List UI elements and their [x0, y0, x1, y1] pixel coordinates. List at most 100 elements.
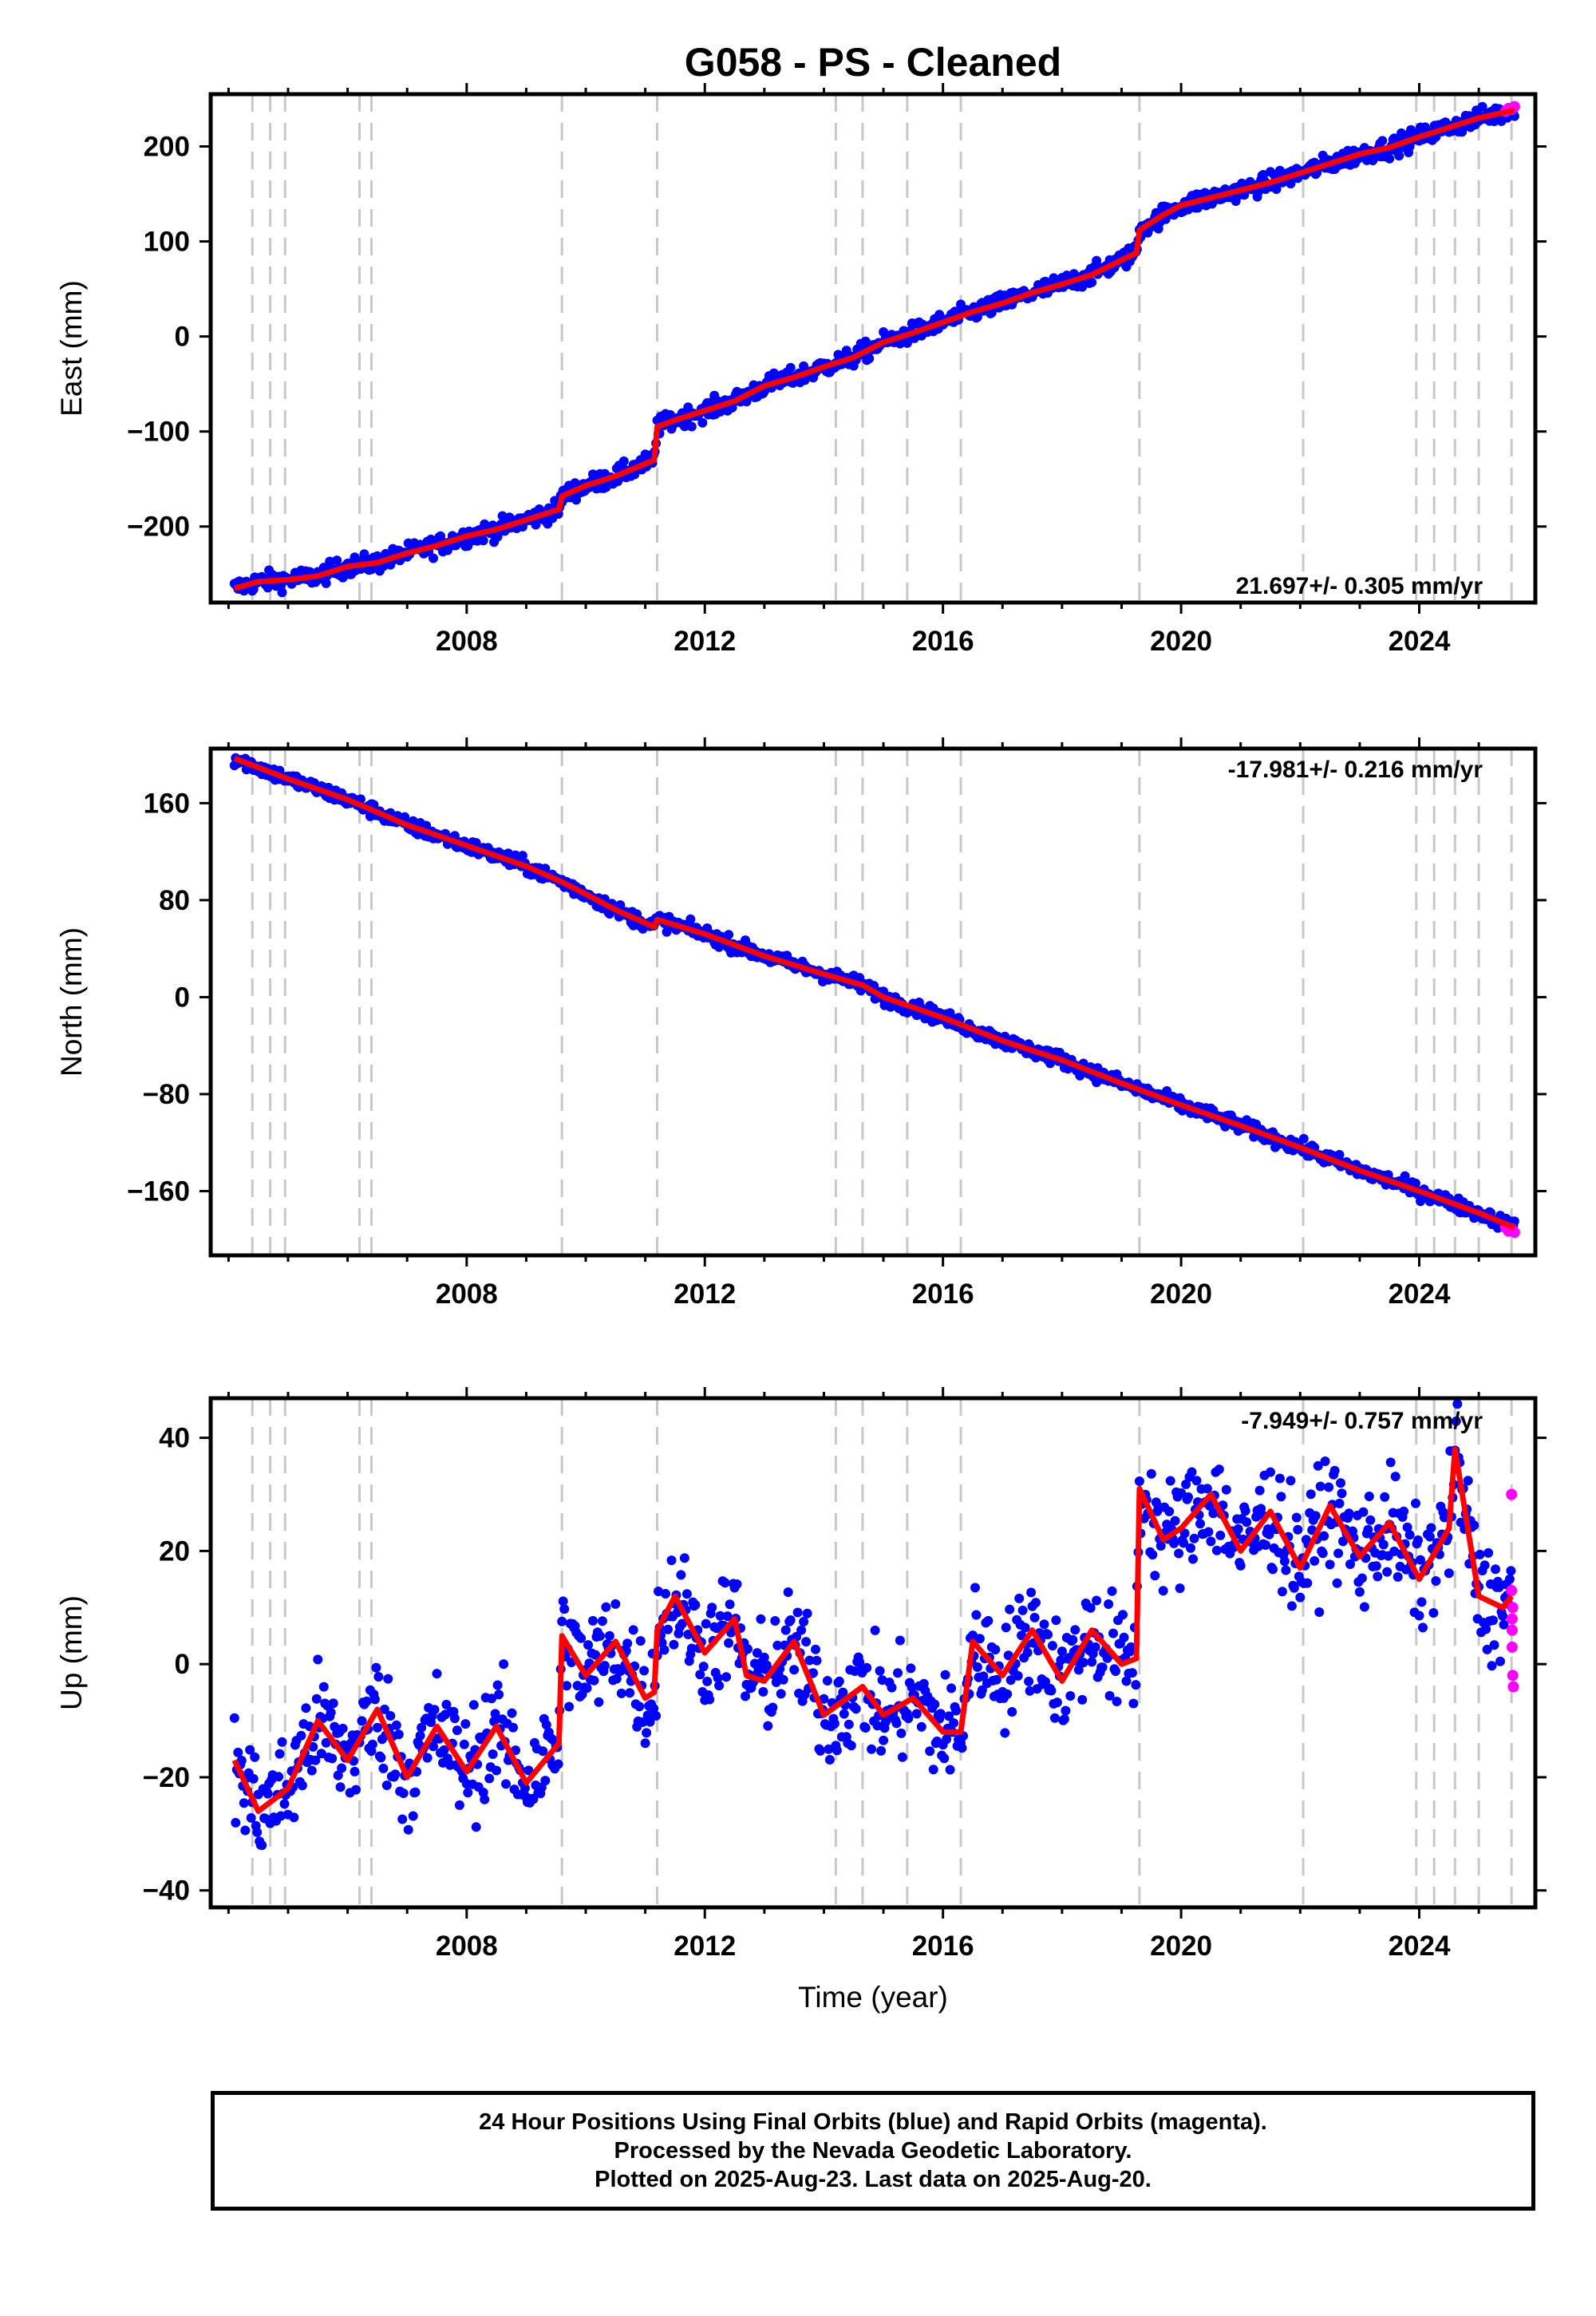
- up-data-point: [1052, 1697, 1062, 1708]
- up-data-point: [351, 1784, 361, 1795]
- up-data-point: [801, 1637, 812, 1647]
- east-data-point: [1271, 184, 1282, 194]
- up-data-point: [635, 1636, 646, 1646]
- up-data-point: [1221, 1484, 1231, 1495]
- up-data-point: [1373, 1571, 1383, 1582]
- up-data-point: [1233, 1524, 1243, 1534]
- up-data-point: [1087, 1657, 1097, 1667]
- up-data-point: [1483, 1547, 1494, 1558]
- up-data-point: [1077, 1694, 1088, 1705]
- up-data-point: [942, 1734, 952, 1745]
- up-data-point: [1176, 1488, 1187, 1498]
- up-data-point: [1164, 1506, 1175, 1516]
- up-data-point: [391, 1720, 401, 1730]
- up-data-point: [1324, 1482, 1334, 1492]
- up-data-point: [383, 1674, 393, 1684]
- up-data-point: [940, 1670, 950, 1680]
- footer-line-2: Processed by the Nevada Geodetic Laborat…: [614, 2137, 1132, 2164]
- up-data-point: [484, 1773, 495, 1784]
- up-data-point: [1059, 1714, 1069, 1725]
- up-data-point: [1286, 1601, 1297, 1611]
- north-data-point: [1411, 1178, 1420, 1188]
- up-data-point: [916, 1721, 926, 1732]
- up-data-point: [707, 1603, 717, 1613]
- up-data-point: [970, 1583, 980, 1593]
- up-data-point: [1150, 1571, 1160, 1581]
- up-data-point: [1489, 1640, 1499, 1650]
- up-rapid-orbit-point: [1506, 1613, 1518, 1625]
- up-data-point: [1261, 1540, 1270, 1550]
- up-data-point: [1266, 1467, 1275, 1477]
- up-data-point: [816, 1745, 825, 1756]
- up-data-point: [415, 1730, 425, 1741]
- up-data-point: [1189, 1533, 1199, 1543]
- up-data-point: [1020, 1622, 1030, 1633]
- up-data-point: [488, 1749, 498, 1759]
- up-data-point: [468, 1700, 479, 1710]
- up-data-point: [379, 1704, 389, 1714]
- x-axis-label: Time (year): [798, 1981, 948, 2014]
- up-data-point: [1118, 1610, 1128, 1620]
- up-data-point: [1061, 1705, 1071, 1716]
- up-data-point: [1274, 1473, 1285, 1484]
- up-data-point: [1320, 1456, 1330, 1466]
- up-data-point: [1134, 1476, 1144, 1486]
- up-data-point: [310, 1755, 321, 1765]
- up-data-point: [1068, 1634, 1078, 1645]
- up-data-point: [1049, 1713, 1060, 1723]
- up-data-point: [628, 1625, 638, 1635]
- up-data-point: [804, 1655, 815, 1666]
- up-data-point: [1380, 1492, 1390, 1502]
- up-data-point: [1181, 1479, 1191, 1489]
- up-data-point: [642, 1728, 652, 1738]
- up-data-point: [350, 1766, 360, 1777]
- north-y-tick-label: 80: [159, 885, 190, 916]
- east-y-tick-label: 100: [144, 227, 190, 258]
- up-data-point: [1276, 1492, 1286, 1502]
- up-data-point: [369, 1694, 380, 1705]
- up-data-point: [862, 1662, 872, 1673]
- up-data-point: [508, 1722, 518, 1733]
- up-x-tick-label: 2012: [674, 1931, 736, 1962]
- up-data-point: [263, 1788, 273, 1799]
- east-y-tick-label: 200: [144, 131, 190, 162]
- up-y-tick-label: 0: [175, 1649, 190, 1680]
- up-data-point: [1452, 1399, 1463, 1409]
- up-data-point: [638, 1717, 648, 1727]
- up-data-point: [245, 1745, 255, 1755]
- up-data-point: [1235, 1560, 1246, 1571]
- up-data-point: [957, 1743, 967, 1753]
- up-final-orbit-points: [229, 1399, 1516, 1851]
- footer-line-3: Plotted on 2025-Aug-23. Last data on 202…: [595, 2167, 1152, 2193]
- up-data-point: [893, 1668, 903, 1678]
- up-data-point: [1014, 1593, 1025, 1603]
- up-data-point: [519, 1783, 530, 1793]
- up-data-point: [758, 1686, 768, 1697]
- up-data-point: [1128, 1698, 1139, 1709]
- up-data-point: [1418, 1622, 1428, 1633]
- east-y-tick-label: 0: [175, 322, 190, 353]
- up-data-point: [296, 1730, 306, 1741]
- up-data-point: [822, 1676, 832, 1686]
- north-x-tick-label: 2012: [674, 1279, 736, 1310]
- up-data-point: [250, 1752, 260, 1762]
- up-data-point: [772, 1640, 783, 1650]
- east-data-point: [478, 536, 488, 546]
- up-data-point: [875, 1666, 885, 1676]
- up-data-point: [1325, 1559, 1335, 1570]
- up-rapid-orbit-point: [1507, 1681, 1519, 1693]
- north-model-fit-line: [233, 755, 1516, 1231]
- north-x-tick-label: 2008: [436, 1279, 498, 1310]
- up-data-point: [1329, 1465, 1340, 1476]
- east-data-point: [1286, 179, 1296, 189]
- up-data-point: [977, 1685, 987, 1695]
- up-data-point: [676, 1570, 686, 1580]
- up-data-point: [1188, 1554, 1198, 1564]
- up-data-point: [879, 1735, 889, 1745]
- up-data-point: [393, 1729, 404, 1740]
- up-data-point: [1156, 1541, 1166, 1551]
- up-data-point: [1127, 1668, 1137, 1678]
- up-data-point: [1411, 1498, 1420, 1508]
- east-x-tick-label: 2016: [912, 626, 974, 657]
- up-data-point: [838, 1687, 848, 1697]
